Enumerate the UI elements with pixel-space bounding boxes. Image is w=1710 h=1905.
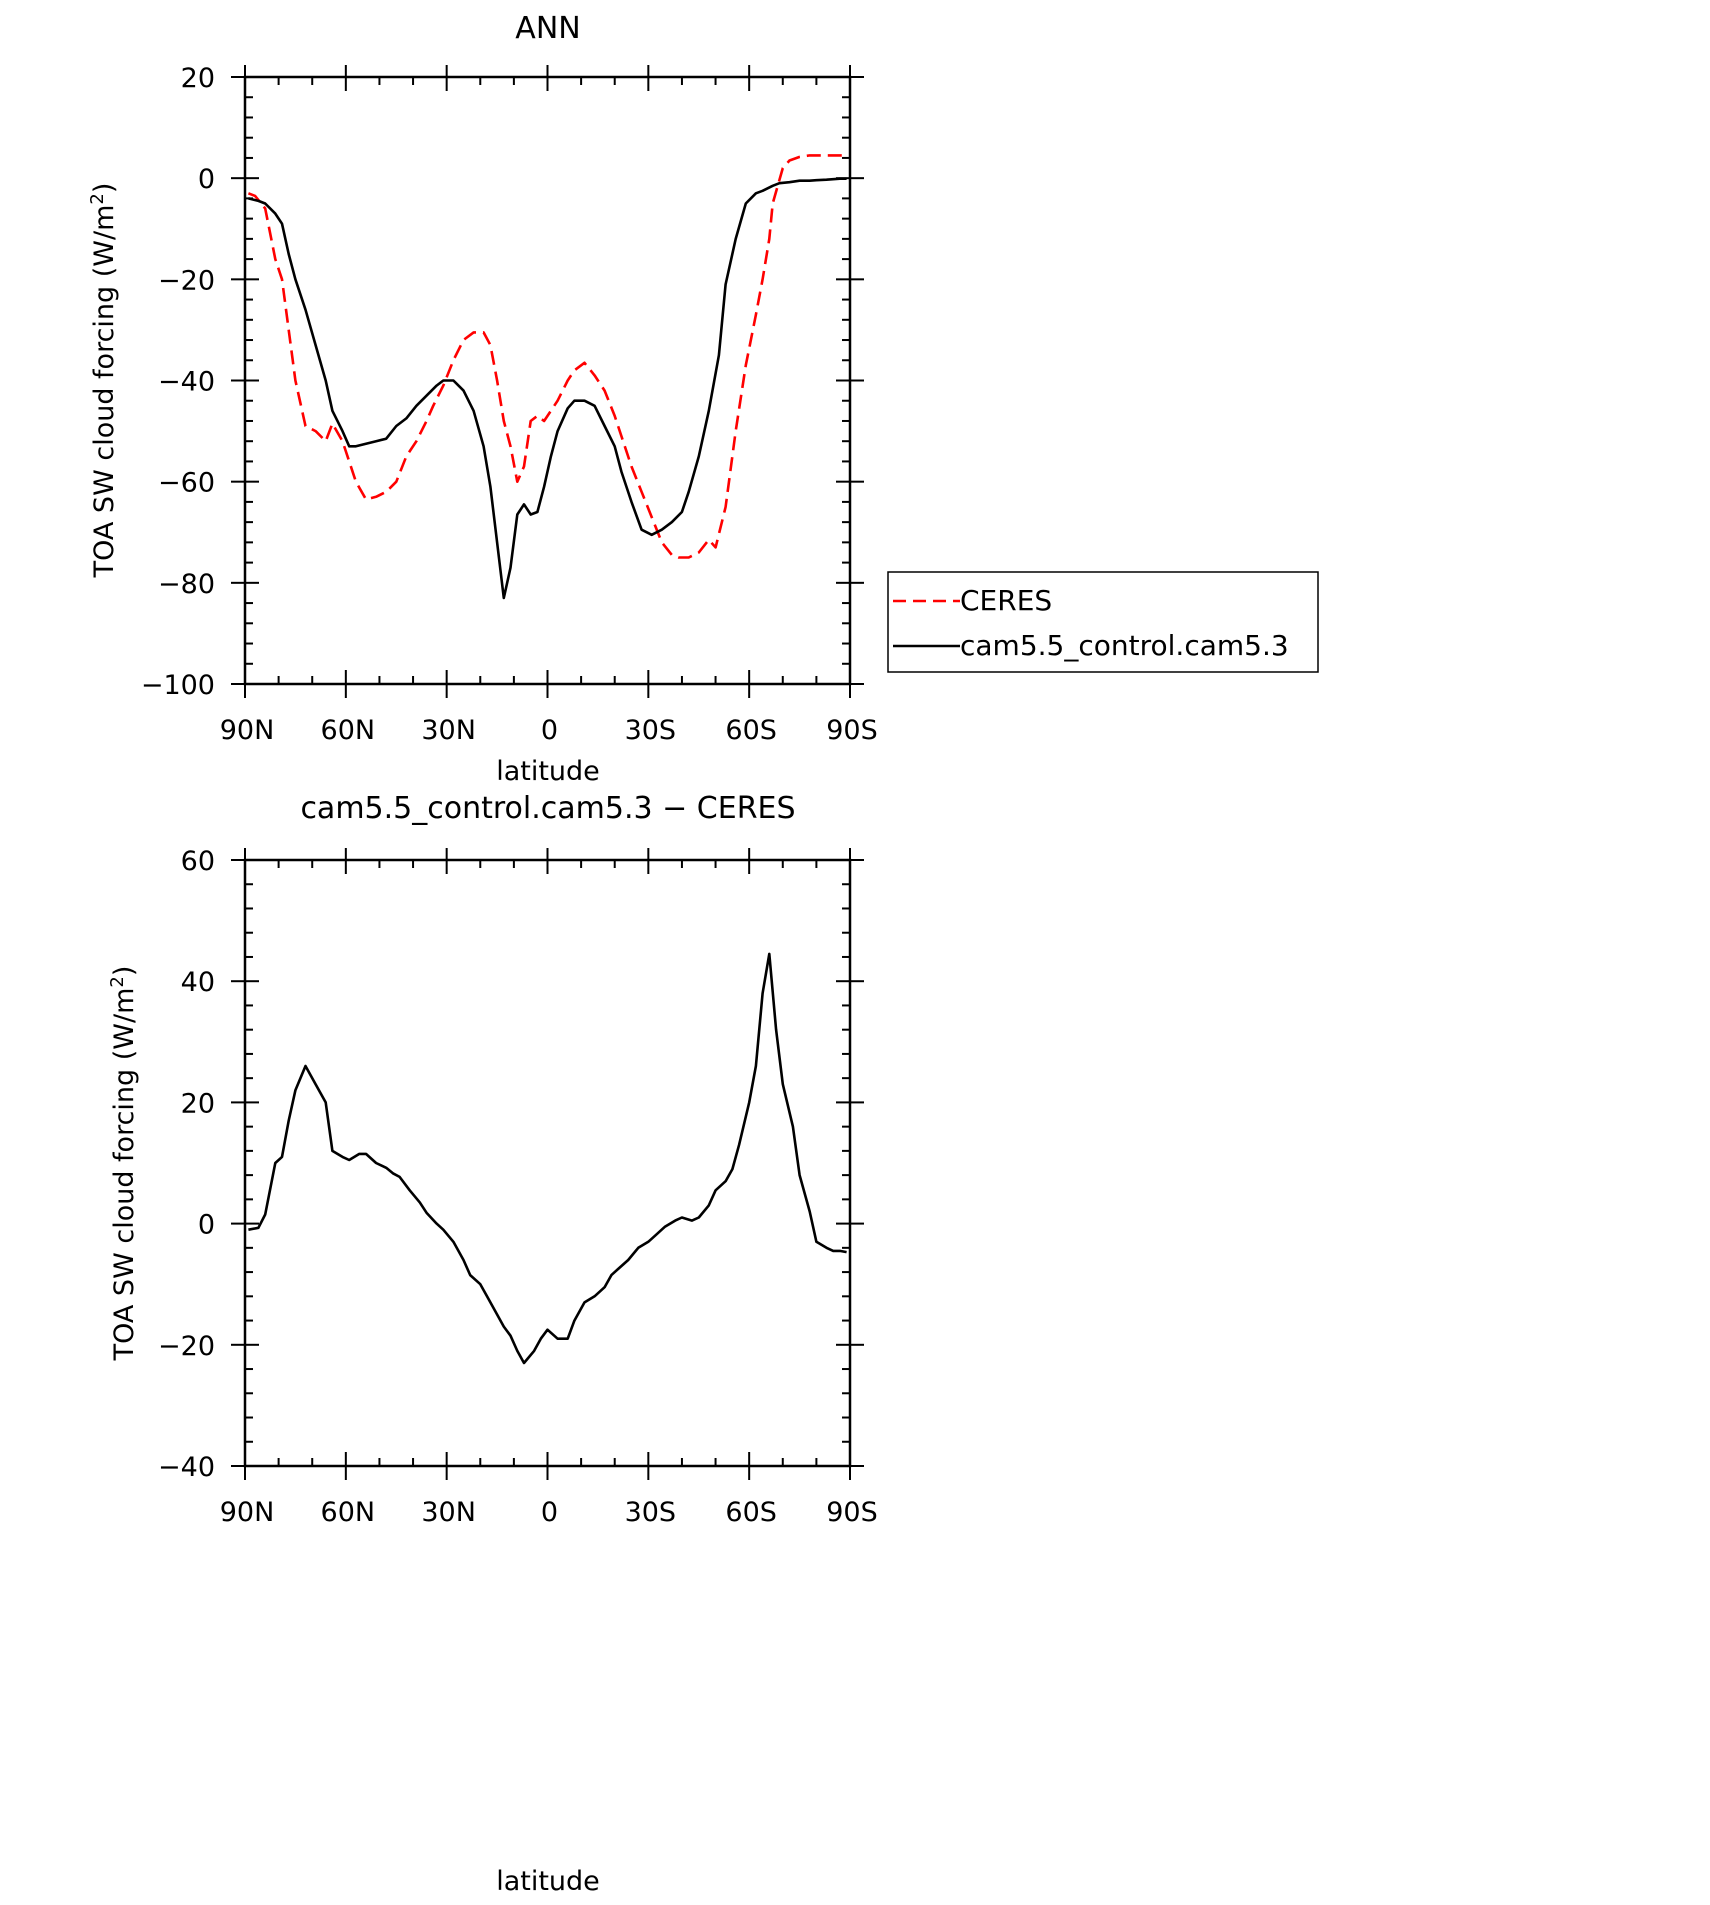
legend: CERES cam5.5_control.cam5.3 [887, 571, 1319, 673]
bottom-x-tick-label: 60N [321, 1497, 376, 1528]
top-x-tick-label: 30N [421, 715, 476, 746]
bottom-y-tick-label: 20 [181, 1088, 215, 1119]
bottom-x-tick-label: 30S [625, 1497, 677, 1528]
top-y-tick-label: −20 [158, 265, 215, 296]
bottom-chart-title: cam5.5_control.cam5.3 − CERES [300, 791, 795, 826]
bottom-y-tick-label: 40 [181, 967, 215, 998]
bottom-y-axis-label-tail: ) [109, 966, 140, 977]
legend-label-ceres: CERES [960, 584, 1052, 617]
top-series-ceres-line [247, 154, 847, 559]
top-x-tick-label: 60N [321, 715, 376, 746]
bottom-y-axis-label-sup: 2 [107, 976, 128, 987]
bottom-series-difference-line [248, 952, 847, 1365]
bottom-y-tick-label: 60 [181, 846, 215, 877]
top-plot-area: 90N 60N 30N 0 30S 60S 90S 20 0 −20 −40 −60 −80 −100 [141, 63, 878, 746]
top-y-axis-label-sup: 2 [87, 193, 108, 204]
top-y-axis-label-main: TOA SW cloud forcing (W/m [89, 205, 120, 579]
top-x-axis-label: latitude [496, 756, 600, 787]
top-x-tick-label: 90S [826, 715, 878, 746]
top-y-tick-label: 0 [198, 164, 215, 195]
top-chart-title: ANN [515, 11, 580, 46]
bottom-y-tick-label: −20 [158, 1331, 215, 1362]
top-y-tick-label: −80 [158, 569, 215, 600]
top-y-tick-label: −100 [141, 670, 215, 701]
bottom-y-tick-label: 0 [198, 1210, 215, 1241]
top-x-tick-label: 90N [220, 715, 275, 746]
top-x-tick-label: 30S [625, 715, 677, 746]
bottom-x-axis-label: latitude [496, 1866, 600, 1897]
top-series-cam5-5-control-cam5-3-line [248, 177, 847, 600]
bottom-y-axis-label-main: TOA SW cloud forcing (W/m [109, 988, 140, 1362]
legend-box [887, 571, 1319, 673]
bottom-x-tick-label: 30N [421, 1497, 476, 1528]
bottom-y-axis-label: TOA SW cloud forcing (W/m2) [107, 966, 140, 1362]
legend-label-cam: cam5.5_control.cam5.3 [960, 629, 1289, 662]
bottom-x-tick-label: 60S [725, 1497, 777, 1528]
bottom-x-tick-label: 0 [541, 1497, 558, 1528]
top-x-tick-label: 60S [725, 715, 777, 746]
top-x-tick-label: 0 [541, 715, 558, 746]
bottom-panel: cam5.5_control.cam5.3 − CERES 90N 60N 30N 0… [107, 791, 878, 1897]
top-y-tick-label: −40 [158, 367, 215, 398]
top-y-axis-label-tail: ) [89, 183, 120, 194]
bottom-y-tick-label: −40 [158, 1452, 215, 1483]
bottom-x-tick-label: 90S [826, 1497, 878, 1528]
top-y-tick-label: 20 [181, 63, 215, 94]
top-plot-frame [243, 75, 852, 686]
top-y-axis-label: TOA SW cloud forcing (W/m2) [87, 183, 120, 579]
top-panel: ANN 90N 60N 30N 0 30S 60S 90S 20 0 −20 −40 −60 −80 −1… [87, 11, 1319, 787]
bottom-plot-frame [243, 858, 852, 1468]
bottom-x-tick-label: 90N [220, 1497, 275, 1528]
bottom-plot-area: 90N 60N 30N 0 30S 60S 90S 60 40 20 0 −20 −40 [158, 846, 878, 1528]
top-y-tick-label: −60 [158, 468, 215, 499]
